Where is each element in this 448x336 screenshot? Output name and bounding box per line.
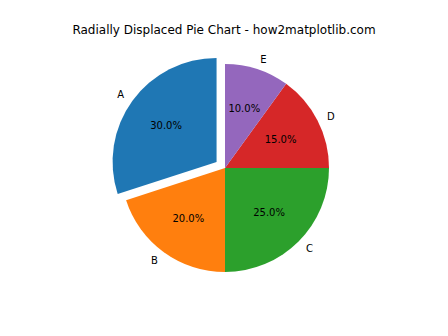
svg-text:25.0%: 25.0% (253, 207, 285, 218)
svg-text:B: B (151, 255, 158, 266)
svg-text:C: C (306, 243, 313, 254)
svg-text:10.0%: 10.0% (228, 103, 260, 114)
svg-text:15.0%: 15.0% (265, 134, 297, 145)
svg-text:20.0%: 20.0% (172, 213, 204, 224)
svg-text:D: D (327, 111, 335, 122)
svg-text:E: E (260, 54, 266, 65)
html-text:Radially Displaced Pie Chart -: Radially Displaced Pie Chart - how2matpl… (72, 23, 376, 37)
svg-text:30.0%: 30.0% (150, 120, 182, 131)
svg-text:A: A (117, 89, 124, 100)
